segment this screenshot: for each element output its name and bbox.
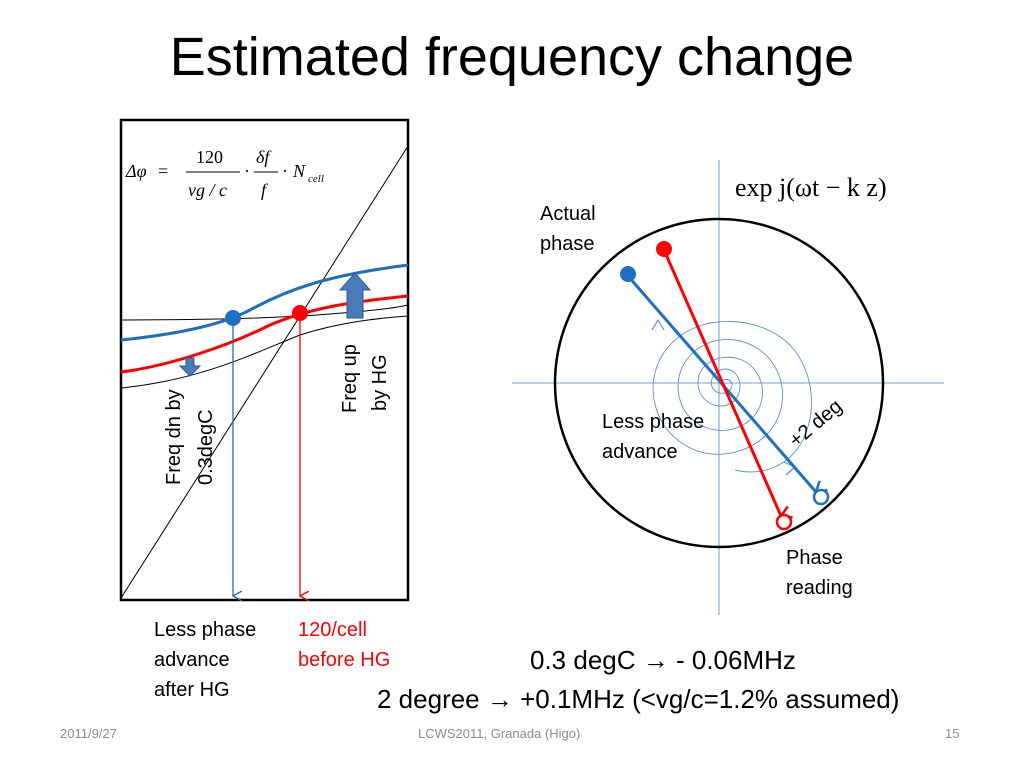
svg-text:Freq dn by: Freq dn by [163,389,185,485]
blue-curve [120,263,409,342]
svg-text:f: f [261,180,269,200]
footer-date: 2011/9/27 [60,726,117,741]
label-before-hg: 120/cell before HG [298,619,391,671]
svg-text:Freq up: Freq up [339,344,361,413]
svg-text:Δφ: Δφ [125,161,147,181]
blue-start-dot [620,266,636,282]
footer-page-number: 15 [945,726,960,741]
label-actual-phase: Actual phase [540,203,596,255]
blue-dot [225,310,241,326]
label-phase-reading: Phase reading [786,547,853,599]
svg-text:·: · [282,161,288,181]
phase-formula: Δφ = 120 vg / c · δf f · N cell [125,147,324,200]
spiral-arrow-icon [651,318,665,331]
freq-down-arrow [178,357,202,377]
red-start-dot [656,241,672,257]
svg-text:=: = [158,161,168,181]
left-panel-frame [119,118,410,602]
svg-text:cell: cell [308,173,324,185]
dispersion-curve-upper [120,304,409,321]
red-dot [292,305,308,321]
svg-text:·: · [244,161,250,181]
wave-formula: exp j(ωt − k z) [735,173,887,202]
red-end-circle [775,513,793,531]
label-less-phase-advance: Less phase advance [602,411,705,463]
label-freq-up: Freq up by HG [339,344,391,413]
footer-center: LCWS2011, Granada (Higo) [418,726,581,741]
svg-text:120: 120 [196,147,223,167]
svg-text:0.3degC: 0.3degC [195,409,217,485]
svg-text:vg / c: vg / c [188,180,227,200]
svg-text:δf: δf [256,147,272,167]
light-line [120,145,409,599]
label-plus-2-deg: +2 deg [785,395,846,452]
label-less-advance-after-hg: Less phase advance after HG [154,619,257,701]
dispersion-curve-lower [120,315,409,389]
summary-line-2: 2 degree → +0.1MHz (<vg/c=1.2% assumed) [377,684,900,714]
slide-title: Estimated frequency change [169,27,855,87]
freq-up-arrow [338,272,372,319]
label-freq-down: Freq dn by 0.3degC [163,389,217,485]
red-phase-arrow [662,249,781,516]
phase-circle [553,217,885,549]
summary-line-1: 0.3 degC → - 0.06MHz [530,645,796,675]
svg-text:N: N [292,161,306,181]
svg-text:by HG: by HG [369,354,391,411]
blue-end-circle [812,488,830,506]
